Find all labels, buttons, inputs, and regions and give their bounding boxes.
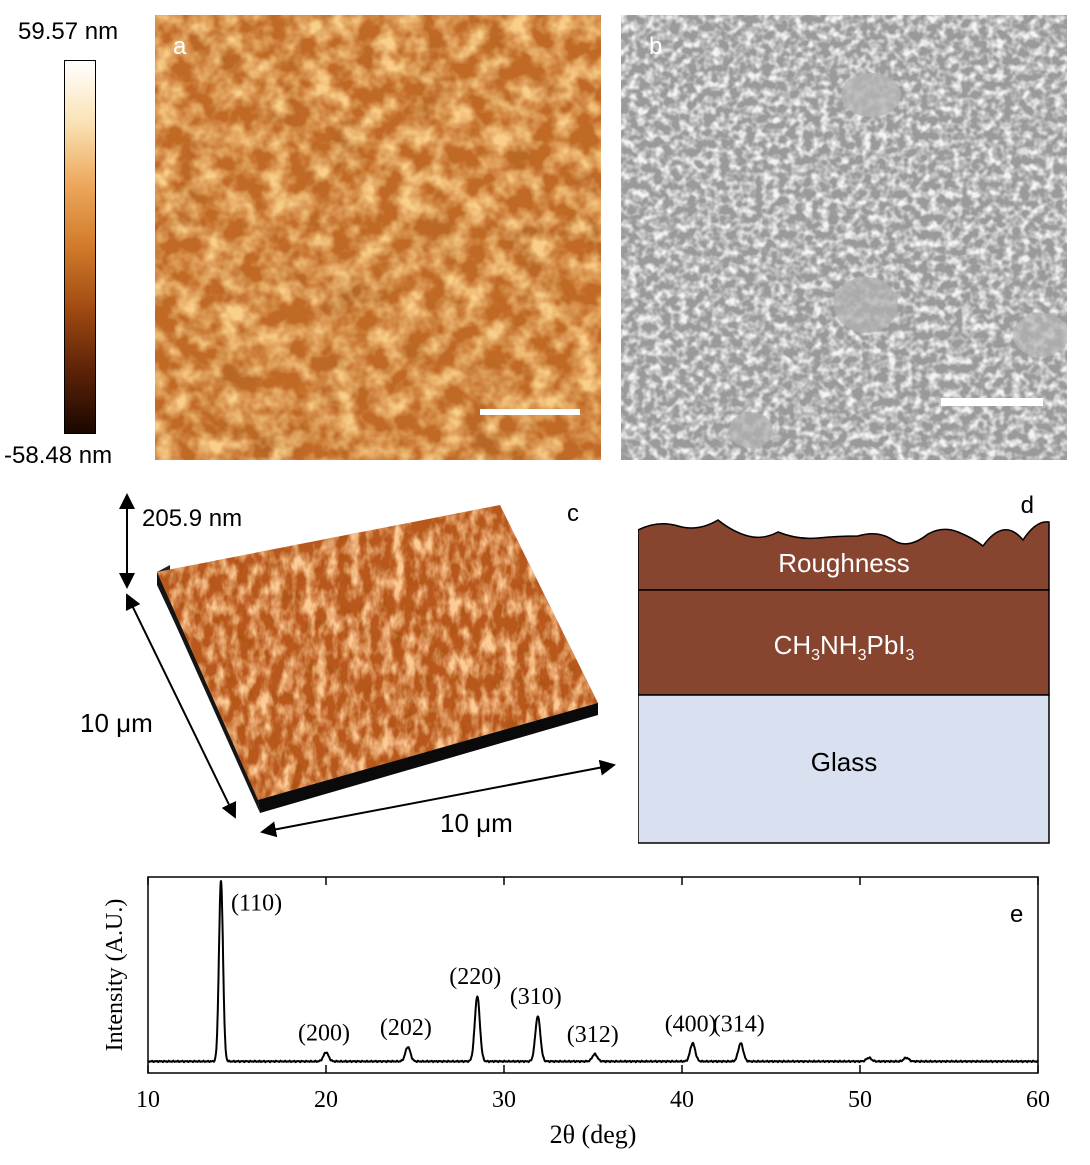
panel-c-label: c	[567, 500, 579, 527]
height-scale-label: 205.9 nm	[142, 505, 243, 532]
x-tick-label: 20	[314, 1087, 338, 1113]
sem-image: b	[621, 15, 1067, 460]
peak-label: (314)	[713, 1011, 765, 1037]
panel-a-label: a	[173, 33, 187, 60]
xrd-chart: 10 20 30 40 50 60 (110) (200) (202) (220) (310) (3…	[0, 860, 1090, 1160]
glass-layer	[638, 694, 1050, 844]
x-tick-label: 60	[1026, 1087, 1050, 1113]
y-axis-label: Intensity (A.U.)	[102, 899, 128, 1052]
roughness-label: Roughness	[778, 548, 910, 578]
x-tick-label: 10	[136, 1087, 160, 1113]
peak-label: (110)	[231, 890, 282, 916]
panel-b-label: b	[649, 33, 663, 60]
film-layer	[638, 589, 1050, 696]
scale-bar-a	[480, 409, 580, 415]
peak-label: (400)	[665, 1011, 717, 1037]
colorbar-max-label: 59.57 nm	[18, 18, 119, 45]
x-tick-label: 30	[492, 1087, 516, 1113]
plot-frame	[147, 876, 1039, 1074]
peak-label: (312)	[567, 1022, 619, 1048]
x-axis-label: 2θ (deg)	[550, 1120, 637, 1149]
layer-schematic: Roughness CH3NH3PbI3 Glass d	[638, 490, 1050, 845]
peak-label: (200)	[298, 1020, 350, 1046]
afm-topography-image: a	[155, 15, 601, 460]
roughness-layer	[638, 519, 1050, 591]
panel-e-label: e	[1010, 901, 1023, 928]
panel-d-label: d	[1020, 492, 1034, 519]
y-extent-label: 10 μm	[440, 808, 513, 838]
xrd-plot: 10 20 30 40 50 60 (110)(200) (202)(220)(310)(3…	[102, 876, 1050, 1149]
afm-3d-panel: 205.9 nm 10 μm 10 μm c	[60, 475, 620, 855]
x-tick-label: 50	[848, 1087, 872, 1113]
xrd-trace	[147, 880, 1039, 1064]
x-tick-label: 40	[670, 1087, 694, 1113]
colorbar	[64, 60, 96, 434]
x-extent-label: 10 μm	[80, 708, 153, 738]
afm-3d-surface	[119, 493, 616, 838]
peak-label: (202)	[380, 1015, 432, 1041]
peak-label: (220)	[449, 964, 501, 990]
film-label: CH3NH3PbI3	[773, 630, 915, 665]
peak-label: (310)	[510, 984, 562, 1010]
glass-label: Glass	[810, 747, 878, 777]
scale-bar-b	[941, 398, 1043, 406]
colorbar-min-label: -58.48 nm	[4, 442, 113, 469]
